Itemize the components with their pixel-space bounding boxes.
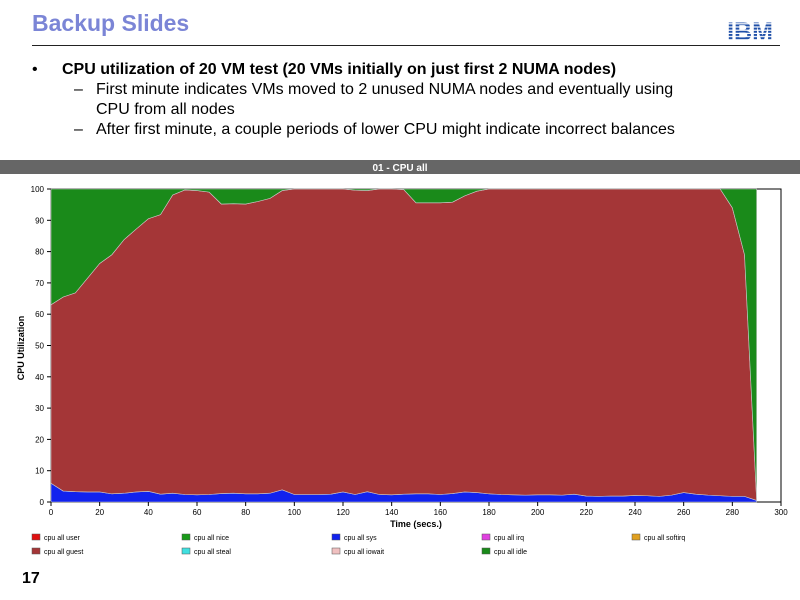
bullet-main-text: CPU utilization of 20 VM test (20 VMs in…	[62, 61, 617, 78]
legend-swatch-guest	[31, 547, 41, 555]
x-tick-label: 160	[434, 508, 448, 517]
series-area-idle	[50, 188, 757, 501]
sub-bullet-2: – After first minute, a couple periods o…	[28, 120, 788, 140]
y-tick-label: 40	[35, 373, 44, 382]
y-tick-label: 10	[35, 467, 44, 476]
sub-bullet-2-text: After first minute, a couple periods of …	[96, 121, 675, 138]
x-tick-label: 40	[144, 508, 153, 517]
legend-swatch-iowait	[331, 547, 341, 555]
y-axis-label: CPU Utilization	[16, 316, 26, 381]
legend-swatch-nice	[181, 533, 191, 541]
x-tick-label: 20	[95, 508, 104, 517]
sub-bullet-1: – First minute indicates VMs moved to 2 …	[28, 80, 788, 120]
x-tick-label: 200	[531, 508, 545, 517]
ibm-logo: IBM	[727, 18, 773, 44]
legend-label-idle: cpu all idle	[494, 549, 527, 556]
x-tick-label: 60	[193, 508, 202, 517]
bullet-main: • CPU utilization of 20 VM test (20 VMs …	[28, 60, 788, 80]
dash-glyph: –	[74, 121, 83, 138]
legend-label-steal: cpu all steal	[194, 549, 231, 556]
x-tick-label: 220	[580, 508, 594, 517]
page-number: 17	[22, 570, 40, 587]
legend-swatch-irq	[481, 533, 491, 541]
x-tick-label: 0	[49, 508, 54, 517]
chart-title-bar	[0, 160, 800, 174]
y-tick-label: 30	[35, 404, 44, 413]
title-divider	[32, 45, 780, 46]
legend-swatch-softirq	[631, 533, 641, 541]
legend-label-guest: cpu all guest	[44, 549, 83, 556]
legend-label-sys: cpu all sys	[344, 535, 377, 542]
x-tick-label: 280	[726, 508, 740, 517]
ibm-logo-text: IBM	[727, 18, 773, 44]
sub-bullet-1-line2: CPU from all nodes	[96, 101, 235, 118]
y-tick-label: 70	[35, 279, 44, 288]
x-tick-label: 100	[288, 508, 302, 517]
x-tick-label: 240	[628, 508, 642, 517]
series-area-guest	[50, 188, 757, 501]
y-tick-label: 0	[40, 498, 45, 507]
slide-title: Backup Slides	[32, 10, 190, 36]
legend-swatch-sys	[331, 533, 341, 541]
dash-glyph: –	[74, 81, 83, 98]
legend-swatch-user	[31, 533, 41, 541]
bullet-glyph: •	[32, 61, 38, 78]
y-tick-label: 100	[31, 185, 45, 194]
legend-label-user: cpu all user	[44, 535, 80, 542]
legend-label-nice: cpu all nice	[194, 535, 229, 542]
legend-label-softirq: cpu all softirq	[644, 535, 685, 542]
cpu-chart: 01 - CPU all 0 10 20 30 40 50 60 70 80 90 100 0 20 40…	[0, 160, 800, 565]
sub-bullet-1-line1: First minute indicates VMs moved to 2 un…	[96, 81, 674, 98]
cpu-chart-panel: 01 - CPU all 0 10 20 30 40 50 60 70 80 90 100 0 20 40…	[0, 160, 800, 565]
y-tick-label: 90	[35, 216, 44, 225]
legend-swatch-steal	[181, 547, 191, 555]
y-tick-label: 20	[35, 435, 44, 444]
x-tick-label: 80	[241, 508, 250, 517]
legend-label-irq: cpu all irq	[494, 535, 524, 542]
y-tick-label: 80	[35, 248, 44, 257]
y-tick-label: 60	[35, 310, 44, 319]
x-tick-label: 300	[774, 508, 788, 517]
plot-layer: 0 10 20 30 40 50 60 70 80 90 100 0 20 40 60 80 100 120 140…	[31, 185, 789, 517]
x-tick-label: 180	[482, 508, 496, 517]
chart-legend: cpu all user cpu all nice cpu all sys cpu a…	[31, 533, 685, 556]
chart-title: 01 - CPU all	[372, 163, 427, 174]
x-tick-label: 140	[385, 508, 399, 517]
legend-swatch-idle	[481, 547, 491, 555]
x-tick-label: 120	[336, 508, 350, 517]
x-tick-label: 260	[677, 508, 691, 517]
bullet-list: • CPU utilization of 20 VM test (20 VMs …	[28, 60, 788, 140]
legend-label-iowait: cpu all iowait	[344, 549, 384, 556]
x-axis-label: Time (secs.)	[390, 519, 442, 529]
y-tick-label: 50	[35, 342, 44, 351]
